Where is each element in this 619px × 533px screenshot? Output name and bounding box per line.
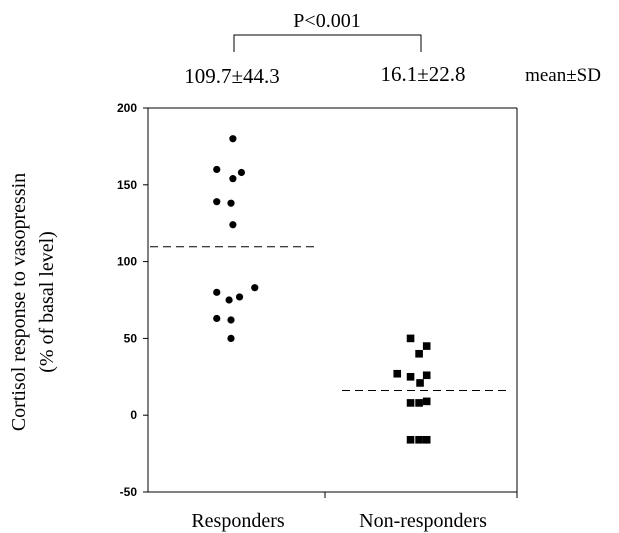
data-point	[229, 221, 237, 229]
data-point	[229, 175, 237, 183]
y-tick-label: 50	[124, 331, 138, 345]
data-point	[406, 399, 415, 407]
data-point	[227, 199, 235, 207]
data-point	[235, 293, 244, 301]
data-point	[415, 349, 423, 358]
data-point	[422, 435, 431, 444]
data-point	[213, 314, 221, 323]
data-point	[393, 369, 402, 378]
data-point	[422, 397, 431, 406]
data-point	[227, 334, 235, 342]
y-tick-label: -50	[120, 485, 138, 499]
responders-stat: 109.7±44.3	[184, 64, 280, 88]
data-point	[227, 316, 235, 324]
y-tick-label: 200	[117, 101, 137, 115]
x-category-label: Non-responders	[359, 510, 487, 532]
y-tick-label: 0	[130, 408, 137, 422]
data-point	[406, 373, 415, 381]
data-point	[229, 135, 237, 143]
nonresponders-stat: 16.1±22.8	[380, 62, 465, 86]
mean-lines	[150, 246, 510, 391]
stat-legend: mean±SD	[525, 65, 601, 86]
x-category-label: Responders	[191, 510, 285, 532]
data-point	[251, 284, 259, 292]
data-point	[422, 371, 431, 380]
data-point	[416, 379, 424, 387]
data-point	[406, 334, 415, 343]
data-point	[213, 288, 221, 296]
x-ticks: Responders Non-responders	[191, 492, 518, 532]
significance-label: P<0.001	[293, 10, 360, 32]
data-point	[422, 342, 431, 350]
y-axis-title-line2: (% of basal level)	[36, 231, 58, 373]
y-ticks: -50 0 50 100 150 200	[117, 101, 148, 499]
data-point	[237, 168, 246, 177]
data-points	[213, 135, 431, 444]
data-point	[406, 435, 415, 444]
data-point	[415, 435, 423, 444]
data-point	[225, 296, 233, 304]
y-tick-label: 100	[117, 255, 137, 269]
y-tick-label: 150	[117, 178, 137, 192]
y-axis-title: Cortisol response to vasopressin	[8, 173, 30, 431]
data-point	[213, 165, 221, 174]
data-point	[213, 198, 221, 206]
significance-bracket	[233, 34, 422, 52]
data-point	[415, 399, 423, 407]
